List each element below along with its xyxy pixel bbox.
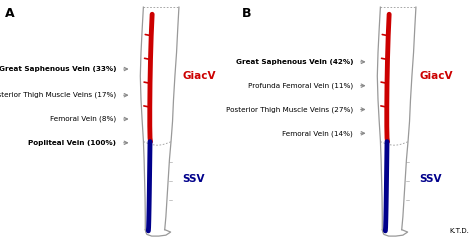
Text: Posterior Thigh Muscle Veins (17%): Posterior Thigh Muscle Veins (17%) bbox=[0, 92, 116, 99]
Text: Femoral Vein (8%): Femoral Vein (8%) bbox=[50, 116, 116, 122]
Text: B: B bbox=[242, 7, 251, 20]
Text: Posterior Thigh Muscle Veins (27%): Posterior Thigh Muscle Veins (27%) bbox=[226, 106, 353, 113]
Text: Great Saphenous Vein (33%): Great Saphenous Vein (33%) bbox=[0, 66, 116, 72]
Text: GiacV: GiacV bbox=[182, 71, 216, 81]
Text: Femoral Vein (14%): Femoral Vein (14%) bbox=[283, 130, 353, 137]
Text: SSV: SSV bbox=[419, 174, 442, 183]
Text: Popliteal Vein (100%): Popliteal Vein (100%) bbox=[28, 140, 116, 146]
Text: Great Saphenous Vein (42%): Great Saphenous Vein (42%) bbox=[236, 59, 353, 65]
Text: K.T.D.: K.T.D. bbox=[449, 228, 469, 234]
Text: SSV: SSV bbox=[182, 174, 205, 183]
Text: A: A bbox=[5, 7, 14, 20]
Text: Profunda Femoral Vein (11%): Profunda Femoral Vein (11%) bbox=[248, 82, 353, 89]
Text: GiacV: GiacV bbox=[419, 71, 453, 81]
